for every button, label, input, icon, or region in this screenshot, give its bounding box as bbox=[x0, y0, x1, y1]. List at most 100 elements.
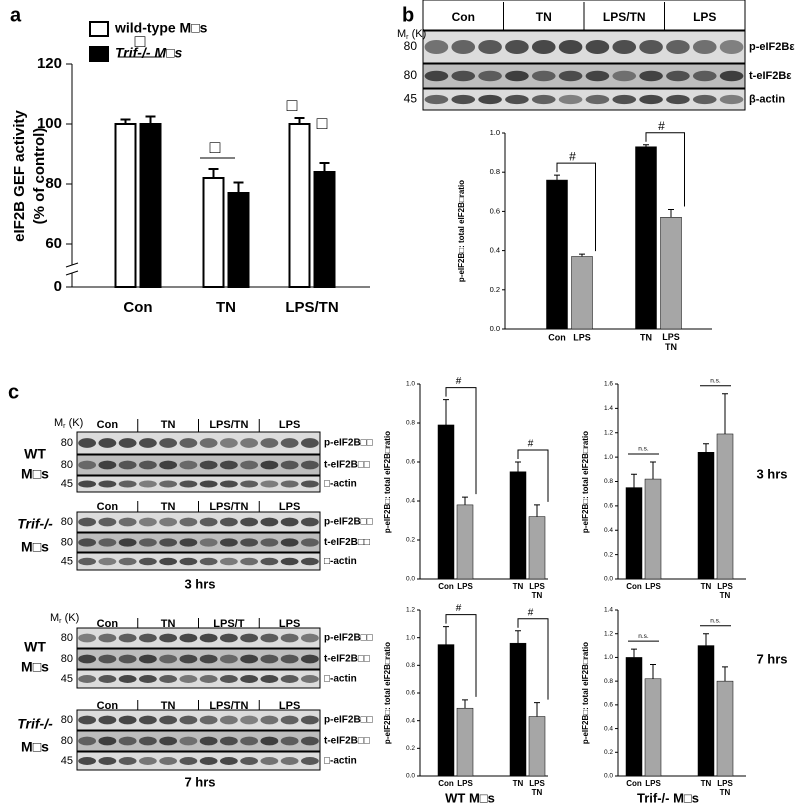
error-bar bbox=[579, 253, 585, 257]
blot-strip bbox=[76, 730, 321, 752]
molecular-weight: 80 bbox=[61, 437, 73, 449]
bar bbox=[456, 707, 474, 777]
blot-band bbox=[219, 557, 238, 566]
y-tick-label: 0.0 bbox=[604, 773, 613, 780]
x-tick-label: TN bbox=[640, 332, 652, 342]
error-bar bbox=[462, 496, 468, 505]
lane-group-label: Con bbox=[97, 419, 119, 431]
molecular-weight: 80 bbox=[61, 653, 73, 665]
blot-band bbox=[531, 94, 556, 105]
molecular-weight: 45 bbox=[61, 555, 73, 567]
x-tick-label: Con bbox=[123, 299, 152, 316]
blot-band bbox=[280, 675, 299, 683]
blot-band bbox=[199, 460, 218, 470]
y-tick-label: 0.0 bbox=[406, 576, 415, 583]
blot-band bbox=[219, 715, 238, 725]
error-bar bbox=[120, 118, 131, 124]
annotation: # bbox=[528, 439, 534, 450]
bar bbox=[625, 487, 643, 580]
y-tick-label: 0.0 bbox=[490, 324, 500, 333]
y-axis-label: p-eIF2B□: total eIF2B□ratio bbox=[457, 180, 466, 282]
blot-band bbox=[98, 736, 117, 746]
y-tick-label: 1.0 bbox=[490, 128, 500, 137]
blot-band bbox=[138, 557, 157, 566]
bar bbox=[635, 146, 657, 330]
blot-band bbox=[531, 70, 556, 82]
blot-band bbox=[78, 757, 97, 765]
legend-swatch bbox=[89, 21, 109, 37]
panel-label: c bbox=[8, 381, 19, 403]
blot-strip bbox=[76, 552, 321, 571]
band-label: t-eIF2B□□ bbox=[324, 736, 370, 747]
lane-group-label: LPS bbox=[693, 10, 716, 24]
blot-band bbox=[199, 715, 218, 725]
bar bbox=[313, 171, 336, 288]
blot-band bbox=[98, 654, 117, 664]
blot-band bbox=[159, 480, 178, 488]
blot-band bbox=[118, 480, 137, 488]
blot-band bbox=[138, 538, 157, 547]
annotation: □ bbox=[287, 95, 298, 115]
blot-band bbox=[118, 557, 137, 566]
blot-band bbox=[424, 70, 449, 82]
blot-band bbox=[179, 715, 198, 725]
y-tick-label: 0.4 bbox=[604, 527, 613, 534]
y-axis-label: p-eIF2B□: total eIF2B□ratio bbox=[581, 642, 590, 744]
error-bar bbox=[722, 666, 728, 682]
annotation: # bbox=[658, 119, 665, 133]
mr-label-part: M bbox=[54, 417, 63, 429]
bar bbox=[697, 452, 715, 580]
blot-band bbox=[78, 675, 97, 683]
x-axis-label: WT M□s bbox=[445, 790, 495, 805]
y-tick-label: 0.6 bbox=[406, 690, 415, 697]
blot-band bbox=[219, 633, 238, 643]
blot-band bbox=[138, 675, 157, 683]
annotation-bracket bbox=[556, 162, 596, 252]
lane-group-label: LPS bbox=[279, 700, 300, 712]
band-label: p-eIF2B□□ bbox=[324, 633, 373, 644]
mr-label-part: r bbox=[406, 34, 409, 41]
blot-band bbox=[240, 460, 259, 470]
x-tick-label: TN bbox=[216, 299, 236, 316]
blot-band bbox=[78, 538, 97, 547]
band-label: □-actin bbox=[324, 556, 357, 567]
blot-band bbox=[260, 715, 279, 725]
blot-band bbox=[240, 438, 259, 448]
blot-band bbox=[260, 675, 279, 683]
blot-band bbox=[138, 757, 157, 765]
blot-band bbox=[138, 715, 157, 725]
y-tick-label: 0.4 bbox=[490, 246, 500, 255]
blot-band bbox=[98, 480, 117, 488]
blot-band bbox=[558, 39, 583, 55]
blot-band bbox=[300, 557, 319, 566]
blot-band bbox=[159, 557, 178, 566]
y-axis-label: p-eIF2B□: total eIF2B□ratio bbox=[581, 431, 590, 533]
sample-label: M□s bbox=[21, 466, 49, 482]
band-label: p-eIF2B□□ bbox=[324, 715, 373, 726]
bar bbox=[644, 478, 662, 580]
blot-band bbox=[98, 557, 117, 566]
band-label: β-actin bbox=[749, 93, 785, 105]
blot-strip bbox=[76, 511, 321, 533]
x-tick-label: LPS TN bbox=[529, 779, 545, 797]
blot-band bbox=[260, 654, 279, 664]
mr-label-part: (K) bbox=[62, 612, 80, 624]
blot-band bbox=[280, 757, 299, 765]
blot-band bbox=[118, 654, 137, 664]
blot-band bbox=[199, 517, 218, 527]
annotation-bracket bbox=[645, 132, 685, 207]
x-tick-label: LPS TN bbox=[662, 332, 680, 352]
blot-band bbox=[260, 538, 279, 547]
sample-label: M□s bbox=[21, 659, 49, 675]
blot-band bbox=[240, 736, 259, 746]
blot-band bbox=[118, 757, 137, 765]
blot-band bbox=[719, 94, 744, 105]
blot-caption: 7 hrs bbox=[184, 774, 215, 789]
band-label: t-eIF2B□□ bbox=[324, 460, 370, 471]
blot-strip bbox=[76, 475, 321, 493]
blot-band bbox=[260, 460, 279, 470]
blot-band bbox=[179, 517, 198, 527]
blot-band bbox=[612, 39, 637, 55]
bar bbox=[625, 657, 643, 777]
bar bbox=[697, 645, 715, 777]
